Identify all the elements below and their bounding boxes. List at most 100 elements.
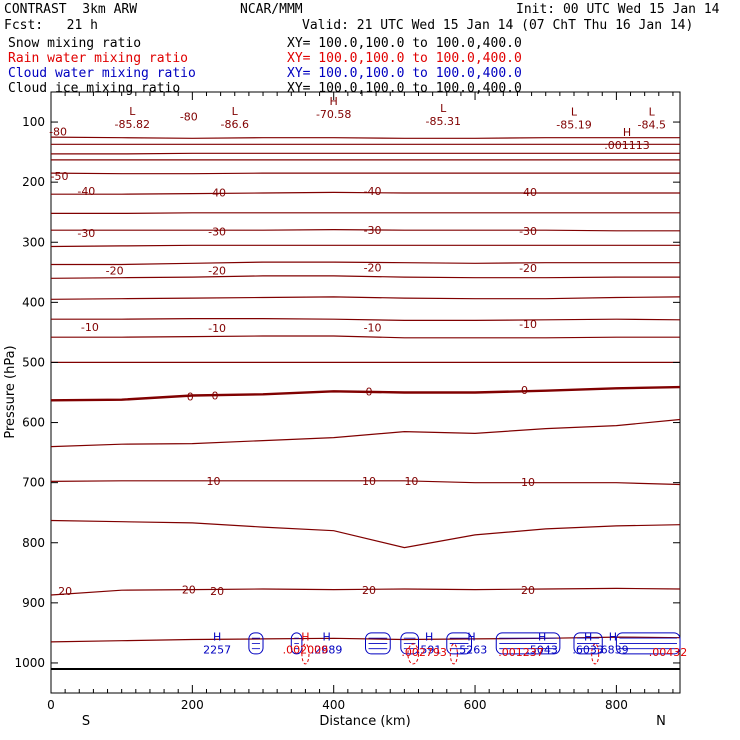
isotherm-line-4	[50, 172, 680, 175]
x-axis-label: Distance (km)	[319, 714, 410, 729]
contour-label-2: -50	[50, 170, 68, 183]
isotherm-line-13	[51, 335, 680, 339]
legend-rain-xy: XY= 100.0,100.0 to 100.0,400.0	[287, 51, 522, 66]
contour-label-31: 20	[521, 584, 535, 597]
y-axis-label: Pressure (hPa)	[3, 345, 18, 438]
rain-maximum-value-3: .00432	[649, 646, 688, 659]
contour-label-8: -30	[208, 225, 226, 238]
cloud-maximum-value-2: .591	[417, 644, 442, 657]
temp-extremum-letter-2: H	[330, 95, 338, 108]
isotherm-line-7	[51, 228, 680, 232]
contour-label-5: -40	[364, 185, 382, 198]
cloud-maximum-letter-5: H	[584, 631, 592, 644]
cloud-maximum-value-1: .2689	[311, 644, 343, 657]
rain-maximum-value-0: .002009	[283, 644, 329, 657]
x-tick-label-0: 0	[47, 698, 55, 712]
temp-extremum-value-4: -85.19	[556, 118, 591, 131]
contour-label-10: -30	[519, 225, 537, 238]
legend-rain-label: Rain water mixing ratio	[8, 51, 189, 66]
x-tick-label-400: 400	[322, 698, 345, 712]
rain-maximum-letter-0: H	[301, 631, 309, 644]
contour-label-24: 10	[362, 475, 376, 488]
isotherm-line-19	[50, 587, 681, 596]
contour-label-15: -10	[81, 321, 99, 334]
chart-title: CONTRAST 3km ARW	[4, 2, 138, 17]
isotherm-line-18	[50, 519, 681, 549]
contour-label-6: -40	[519, 186, 537, 199]
contour-label-16: -10	[208, 322, 226, 335]
cloud-maximum-value-5: .6033	[572, 644, 604, 657]
temp-extremum-value-3: -85.31	[426, 115, 461, 128]
temp-extremum-letter-6: H	[623, 126, 631, 139]
cloud-maximum-letter-0: H	[213, 631, 221, 644]
cloud-blob-4	[446, 632, 473, 655]
isotherm-line-2	[51, 152, 680, 155]
rain-maximum-value-2: .001237	[498, 646, 544, 659]
cloud-maximum-letter-1: H	[322, 631, 330, 644]
contour-label-28: 20	[182, 584, 196, 597]
cloud-maximum-value-6: .6839	[597, 644, 629, 657]
isotherm-line-9	[51, 261, 680, 266]
temp-extremum-value-2: -70.58	[316, 108, 351, 121]
zero-isotherm-line	[50, 385, 681, 402]
y-tick-label-800: 800	[22, 536, 45, 550]
cloud-blob-2	[365, 632, 391, 655]
cloud-blob-3	[400, 632, 420, 655]
isotherm-line-20	[50, 636, 681, 643]
temp-extremum-value-6: .001113	[604, 139, 650, 152]
x-tick-label-600: 600	[464, 698, 487, 712]
contour-label-22: 0	[521, 384, 528, 397]
isotherm-line-17	[50, 480, 681, 486]
contour-label-29: 20	[210, 585, 224, 598]
contour-label-0: -80	[49, 126, 67, 139]
y-tick-label-900: 900	[22, 596, 45, 610]
south-label: S	[82, 714, 90, 729]
cloud-blob-0	[248, 632, 264, 655]
rain-maximum-value-1: .002793	[401, 646, 447, 659]
y-tick-label-300: 300	[22, 235, 45, 249]
legend-cloudwater-label: Cloud water mixing ratio	[8, 66, 196, 81]
cloud-maximum-letter-3: H	[467, 631, 475, 644]
isotherm-line-8	[50, 244, 680, 248]
y-tick-label-200: 200	[22, 175, 45, 189]
cloud-maximum-letter-6: H	[609, 631, 617, 644]
isotherm-line-10	[50, 275, 680, 279]
temp-extremum-value-0: -85.82	[115, 118, 150, 131]
cloud-maximum-value-3: .5263	[456, 644, 488, 657]
rain-blob-2	[449, 643, 458, 665]
cloud-blob-5	[495, 632, 561, 655]
contour-label-7: -30	[77, 227, 95, 240]
isotherm-line-6	[51, 212, 680, 214]
temp-extremum-letter-0: L	[129, 105, 136, 118]
rain-blob-0	[301, 643, 310, 665]
y-tick-label-100: 100	[22, 115, 45, 129]
isotherm-line-5	[51, 191, 680, 195]
cloud-blob-1	[290, 632, 303, 655]
valid-time: Valid: 21 UTC Wed 15 Jan 14 (07 ChT Thu …	[302, 18, 694, 33]
contour-label-21: 0	[366, 385, 373, 398]
legend-snow-label: Snow mixing ratio	[8, 36, 142, 51]
contour-label-12: -20	[208, 264, 226, 277]
org-label: NCAR/MMM	[240, 2, 303, 17]
init-time: Init: 00 UTC Wed 15 Jan 14	[516, 2, 720, 17]
y-tick-label-600: 600	[22, 416, 45, 430]
x-tick-label-800: 800	[605, 698, 628, 712]
plot-frame	[50, 91, 681, 694]
y-tick-label-500: 500	[22, 355, 45, 369]
contour-label-17: -10	[364, 322, 382, 335]
north-label: N	[656, 714, 666, 729]
cloud-maximum-letter-2: H	[425, 631, 433, 644]
contour-labels: -80 -80 -50 -40 -40 -40 -40 -30 -30 -30 -30 -20 -20 -…	[49, 95, 687, 659]
temp-extremum-letter-5: L	[649, 105, 656, 118]
contour-label-11: -20	[106, 264, 124, 277]
contour-label-3: -40	[77, 185, 95, 198]
cloud-maximum-value-0: 2257	[203, 644, 231, 657]
y-tick-label-700: 700	[22, 476, 45, 490]
cloud-water-contours	[248, 632, 681, 665]
contour-label-19: 0	[187, 391, 194, 404]
cloud-maximum-letter-4: H	[538, 631, 546, 644]
legend-snow-xy: XY= 100.0,100.0 to 100.0,400.0	[287, 36, 522, 51]
isotherm-line-11	[50, 296, 681, 300]
